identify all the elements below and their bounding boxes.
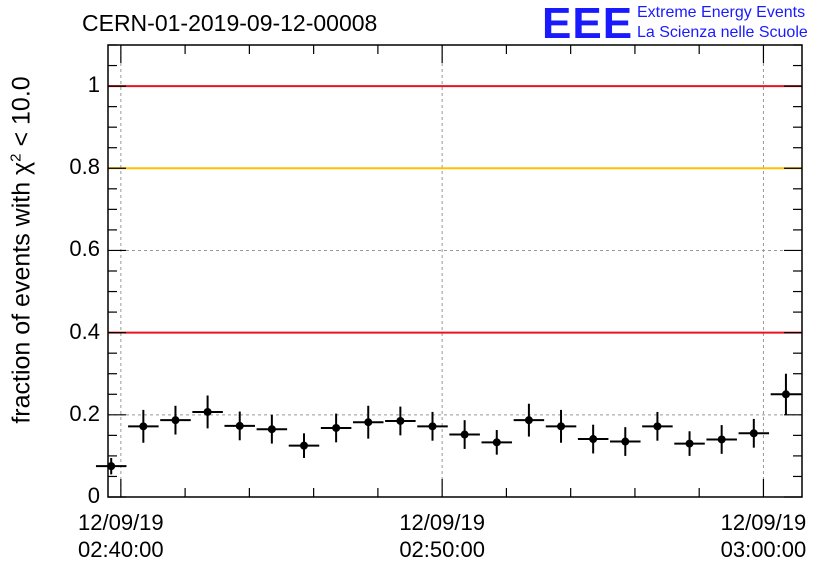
point-marker bbox=[749, 429, 758, 438]
x-tick-label: 12/09/19 03:00:00 bbox=[703, 509, 823, 563]
data-point bbox=[160, 405, 191, 435]
y-tick-label: 1 bbox=[87, 72, 100, 98]
y-axis-label-sup: 2 bbox=[7, 153, 25, 162]
y-tick-label: 0.6 bbox=[69, 236, 100, 262]
eee-logo: EEE bbox=[542, 0, 634, 48]
y-tick-label: 0.4 bbox=[69, 318, 100, 344]
point-marker bbox=[524, 416, 533, 425]
x-tick-date: 12/09/19 bbox=[78, 510, 164, 535]
x-tick-label: 12/09/19 02:50:00 bbox=[382, 509, 502, 563]
x-tick-date: 12/09/19 bbox=[399, 510, 485, 535]
data-point bbox=[738, 418, 770, 448]
data-point bbox=[706, 425, 737, 454]
point-marker bbox=[492, 438, 501, 447]
data-point bbox=[674, 431, 705, 456]
logo-line-1: Extreme Energy Events bbox=[637, 4, 806, 21]
logo-line-2: La Scienza nelle Scuole bbox=[637, 24, 808, 41]
plot-frame bbox=[107, 44, 803, 498]
point-marker bbox=[299, 441, 308, 450]
x-tick-date: 12/09/19 bbox=[720, 510, 807, 535]
data-point bbox=[449, 420, 480, 449]
point-marker bbox=[139, 422, 148, 431]
point-marker bbox=[589, 435, 598, 444]
data-point bbox=[385, 406, 416, 436]
data-points bbox=[95, 373, 802, 475]
x-tick-time: 02:40:00 bbox=[78, 537, 164, 562]
x-tick-label: 12/09/19 02:40:00 bbox=[61, 509, 181, 563]
point-marker bbox=[653, 422, 662, 431]
point-marker bbox=[267, 425, 276, 434]
data-point bbox=[770, 373, 802, 415]
data-point bbox=[513, 403, 545, 437]
point-marker bbox=[203, 407, 212, 416]
point-marker bbox=[557, 422, 566, 431]
point-marker bbox=[364, 418, 373, 427]
point-marker bbox=[717, 435, 726, 444]
y-tick-label: 0 bbox=[87, 483, 100, 508]
data-point bbox=[224, 411, 255, 441]
data-point bbox=[320, 413, 352, 443]
point-marker bbox=[107, 462, 116, 471]
data-point bbox=[417, 411, 448, 441]
data-point bbox=[545, 409, 577, 443]
y-tick-label: 0.8 bbox=[69, 154, 100, 180]
y-tick-label: 0.2 bbox=[69, 400, 100, 426]
data-point bbox=[642, 411, 673, 441]
data-point bbox=[256, 414, 288, 444]
point-marker bbox=[396, 416, 405, 425]
point-marker bbox=[171, 416, 180, 425]
grid-lines bbox=[108, 45, 802, 497]
data-point bbox=[352, 405, 384, 439]
chart-title: CERN-01-2019-09-12-00008 bbox=[82, 10, 378, 36]
data-point bbox=[610, 427, 641, 456]
data-point bbox=[192, 395, 223, 429]
point-marker bbox=[621, 437, 630, 446]
point-marker bbox=[685, 439, 694, 448]
data-point bbox=[288, 433, 320, 458]
data-point bbox=[95, 457, 127, 475]
point-marker bbox=[781, 390, 790, 399]
reference-lines bbox=[108, 85, 802, 334]
axis-ticks bbox=[108, 44, 802, 498]
data-point bbox=[481, 430, 513, 455]
y-axis-label-prefix: fraction of events with bbox=[7, 174, 36, 424]
x-tick-time: 03:00:00 bbox=[720, 537, 807, 562]
y-axis-label: fraction of events with χ2 < 10.0 bbox=[7, 76, 36, 423]
point-marker bbox=[332, 423, 341, 432]
point-marker bbox=[460, 430, 469, 439]
y-axis-label-suffix: < 10.0 bbox=[7, 76, 36, 154]
point-marker bbox=[235, 421, 244, 430]
data-point bbox=[577, 424, 609, 454]
data-point bbox=[128, 409, 159, 443]
point-marker bbox=[428, 422, 437, 431]
x-tick-time: 02:50:00 bbox=[399, 537, 485, 562]
y-axis-label-symbol: χ bbox=[7, 161, 36, 175]
